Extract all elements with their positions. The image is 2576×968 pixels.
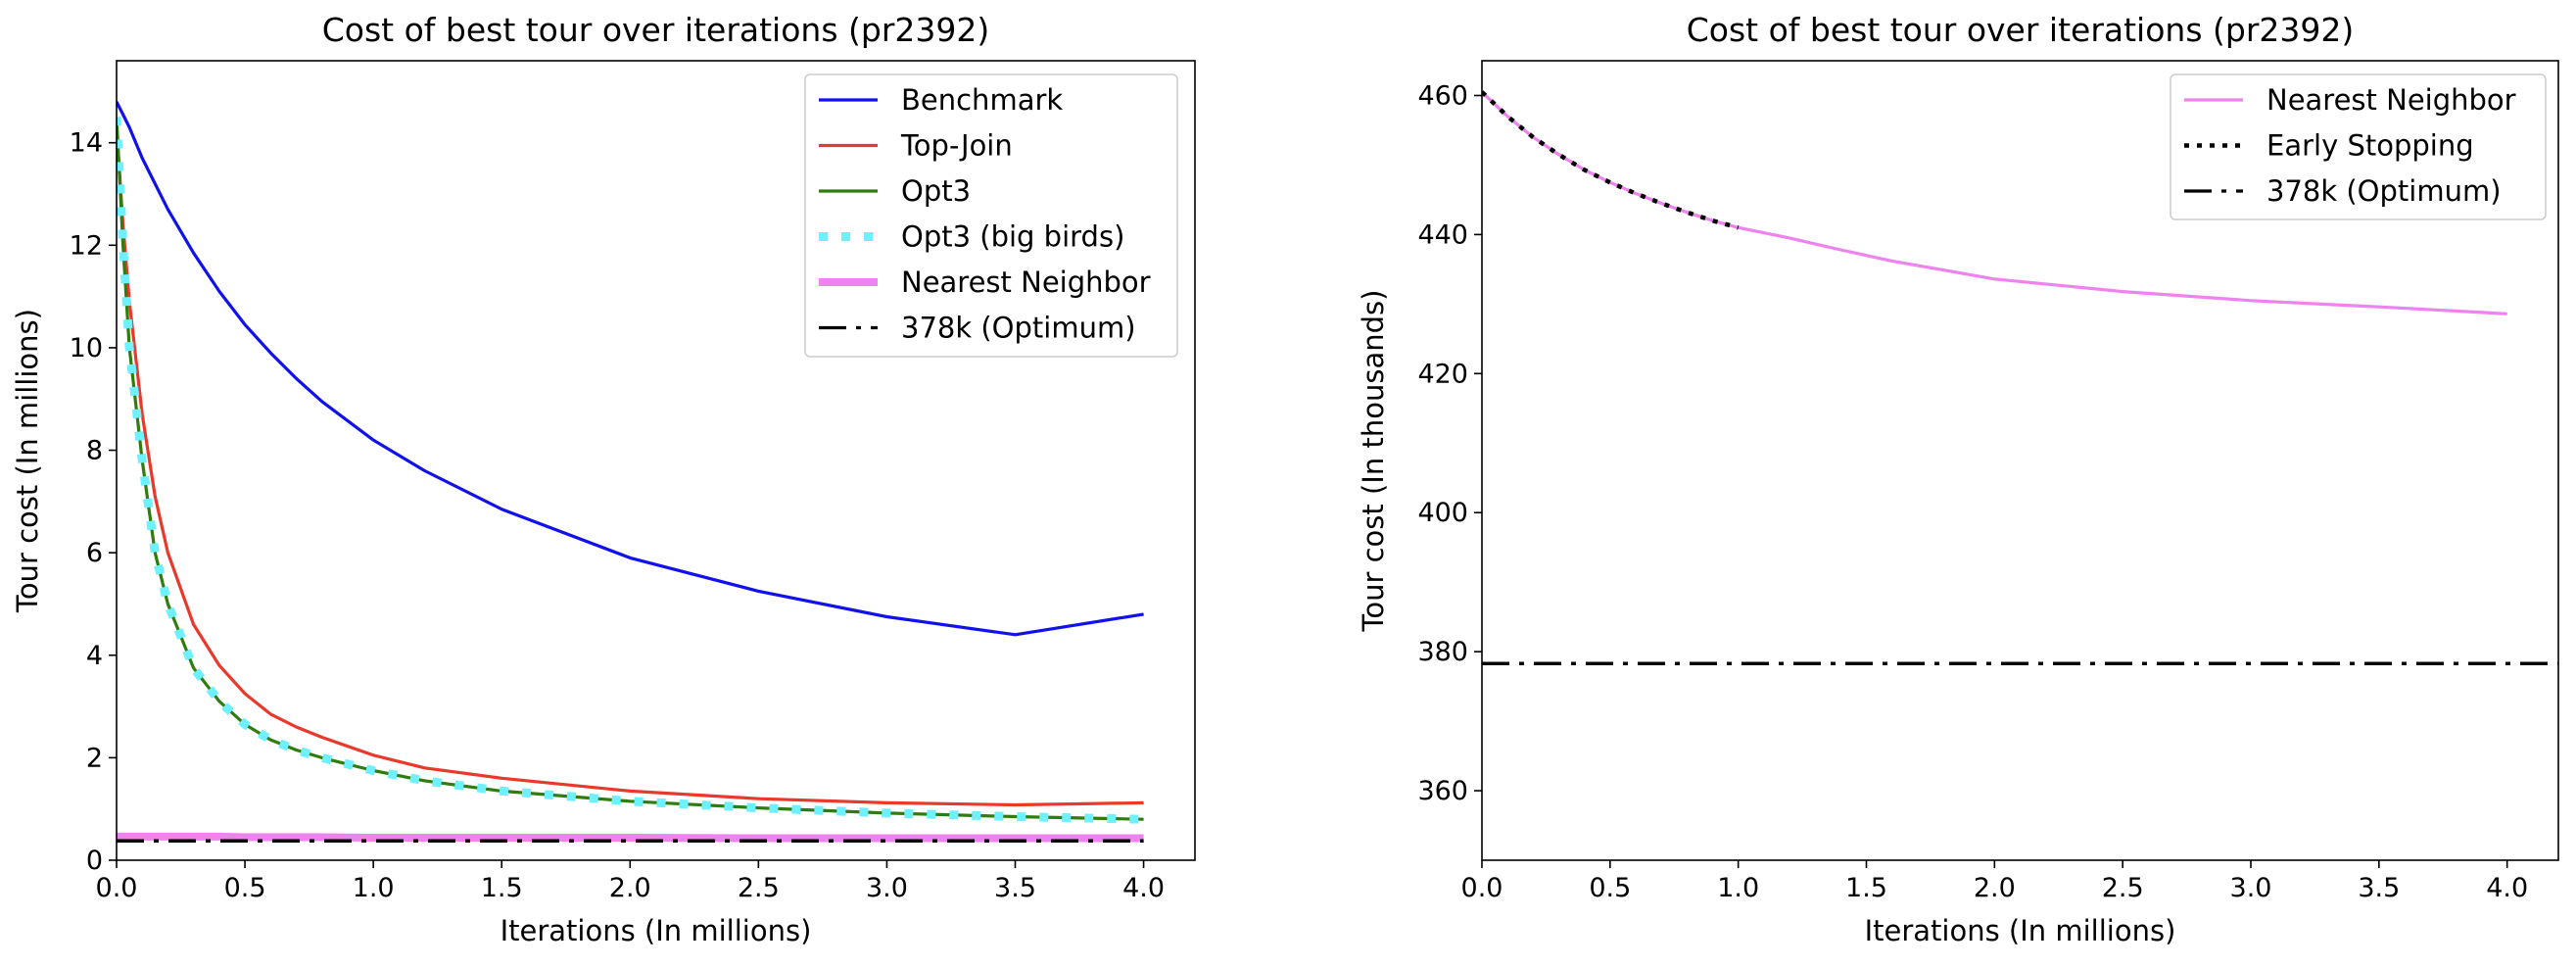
- series-line-nearest-neighbor: [117, 832, 1144, 843]
- y-axis-label: Tour cost (In thousands): [1357, 290, 1390, 633]
- x-tick-label: 0.0: [1461, 873, 1503, 903]
- y-tick-label: 6: [86, 538, 103, 568]
- y-tick-label: 8: [86, 436, 103, 466]
- series-group: [117, 101, 1144, 843]
- legend-label: Early Stopping: [2266, 129, 2474, 163]
- x-tick-label: 2.0: [609, 873, 651, 903]
- legend-label: 378k (Optimum): [901, 312, 1136, 345]
- series-line-opt3-big-birds: [117, 117, 1144, 824]
- axes-frame: [1481, 60, 2559, 861]
- y-tick-label: 420: [1417, 359, 1468, 389]
- series-line-benchmark: [117, 101, 1144, 637]
- series-group: [1482, 90, 2558, 665]
- y-tick-label: 440: [1417, 219, 1468, 250]
- x-tick-label: 3.0: [866, 873, 908, 903]
- legend-label: Nearest Neighbor: [901, 266, 1151, 299]
- legend-label: Nearest Neighbor: [2266, 83, 2516, 117]
- x-tick-label: 1.5: [481, 873, 523, 903]
- legend: Nearest Neighbor Early Stopping 378k (Opti…: [2170, 73, 2547, 220]
- chart-title: Cost of best tour over iterations (pr239…: [322, 11, 990, 49]
- chart-title: Cost of best tour over iterations (pr239…: [1687, 11, 2355, 49]
- x-tick-label: 4.0: [2486, 873, 2528, 903]
- y-tick-label: 400: [1417, 498, 1468, 528]
- x-tick-label: 0.0: [96, 873, 138, 903]
- x-tick-label: 1.0: [1717, 873, 1759, 903]
- series-line-top-join: [117, 126, 1144, 807]
- x-tick-label: 4.0: [1122, 873, 1165, 903]
- legend-label: 378k (Optimum): [2266, 174, 2502, 208]
- x-tick-label: 3.0: [2230, 873, 2272, 903]
- legend-box: [804, 73, 1178, 358]
- left-chart-panel: Cost of best tour over iterations (pr239…: [11, 11, 1196, 947]
- y-tick-label: 4: [86, 641, 103, 671]
- y-tick-label: 460: [1417, 80, 1468, 111]
- x-axis-label: Iterations (In millions): [1865, 914, 2176, 947]
- x-tick-label: 2.5: [738, 873, 780, 903]
- y-tick-label: 10: [70, 333, 103, 363]
- right-chart-panel: Cost of best tour over iterations (pr239…: [1357, 11, 2559, 947]
- y-tick-label: 0: [86, 846, 103, 876]
- legend-label: Opt3: [901, 174, 971, 208]
- y-tick-label: 2: [86, 743, 103, 773]
- legend: Benchmark Top-Join Opt3 Opt3 (big birds) Nea…: [804, 73, 1178, 358]
- y-tick-label: 380: [1417, 637, 1468, 667]
- x-axis-label: Iterations (In millions): [501, 914, 812, 947]
- legend-label: Opt3 (big birds): [901, 220, 1124, 254]
- y-axis-label: Tour cost (In millions): [11, 309, 44, 613]
- x-tick-label: 0.5: [224, 873, 266, 903]
- legend-label: Benchmark: [901, 83, 1063, 117]
- x-tick-label: 3.5: [2358, 873, 2400, 903]
- legend-box: [2170, 73, 2547, 220]
- x-tick-label: 1.0: [353, 873, 395, 903]
- x-tick-label: 0.5: [1589, 873, 1631, 903]
- y-tick-label: 360: [1417, 776, 1468, 806]
- x-tick-label: 3.5: [994, 873, 1036, 903]
- x-tick-label: 2.0: [1974, 873, 2016, 903]
- axes-frame: [116, 60, 1196, 861]
- y-tick-label: 12: [70, 230, 103, 261]
- x-tick-label: 1.5: [1845, 873, 1887, 903]
- legend-label: Top-Join: [900, 129, 1013, 163]
- x-tick-label: 2.5: [2102, 873, 2144, 903]
- y-tick-label: 14: [70, 128, 103, 159]
